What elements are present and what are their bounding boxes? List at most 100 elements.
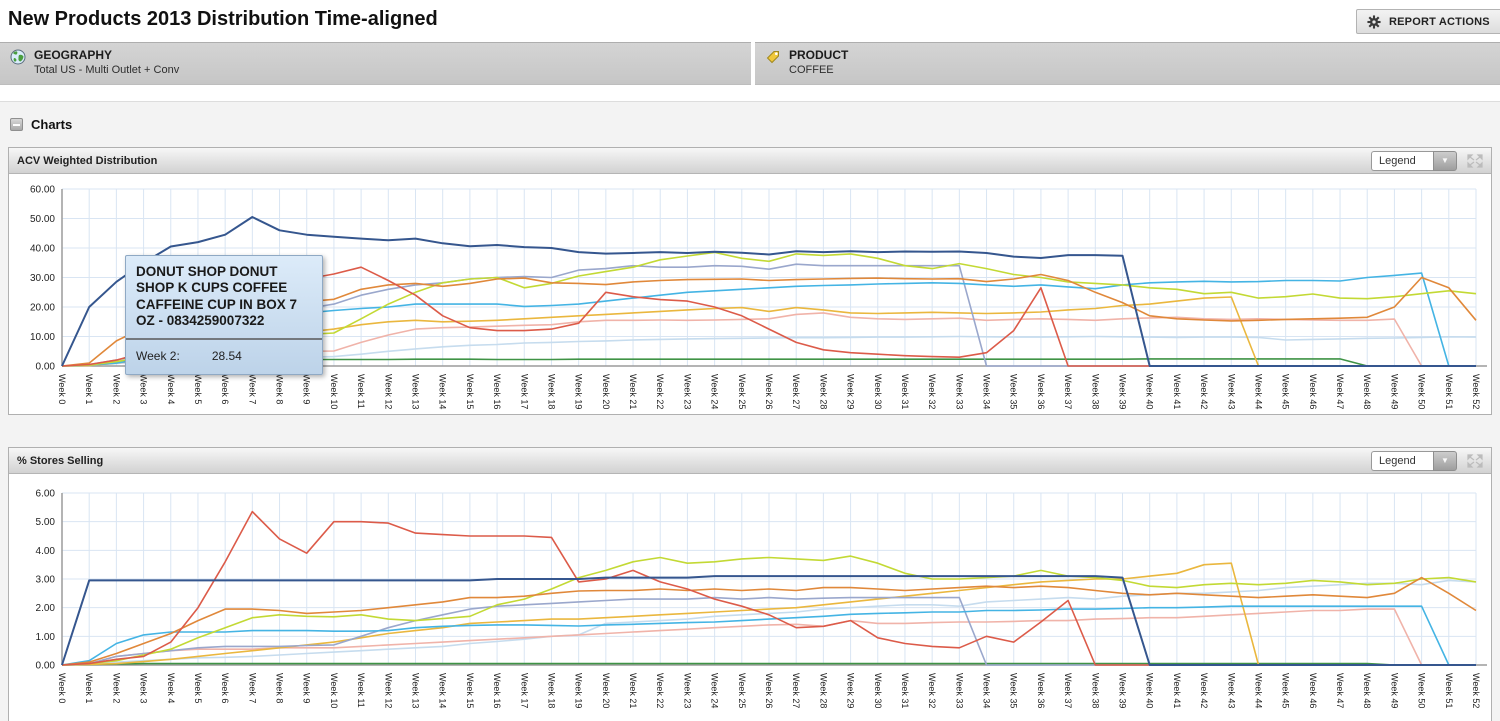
svg-text:Week 14: Week 14 [438, 673, 448, 708]
svg-text:Week 19: Week 19 [574, 374, 584, 409]
svg-text:Week 17: Week 17 [519, 673, 529, 708]
svg-text:Week 44: Week 44 [1253, 673, 1263, 708]
svg-text:Week 43: Week 43 [1226, 673, 1236, 708]
svg-text:Week 35: Week 35 [1009, 673, 1019, 708]
stores-panel-header: % Stores Selling Legend ▼ [9, 448, 1491, 474]
svg-text:Week 17: Week 17 [519, 374, 529, 409]
svg-text:Week 39: Week 39 [1118, 673, 1128, 708]
svg-text:20.00: 20.00 [30, 303, 55, 314]
svg-text:Week 42: Week 42 [1199, 673, 1209, 708]
svg-text:Week 33: Week 33 [954, 374, 964, 409]
legend-dropdown-value[interactable]: Legend [1371, 450, 1433, 471]
chevron-down-icon[interactable]: ▼ [1433, 150, 1457, 171]
svg-text:Week 10: Week 10 [329, 673, 339, 708]
maximize-chart-icon[interactable] [1467, 153, 1483, 168]
stores-chart-area[interactable]: 0.00 1.00 2.00 3.00 4.00 5.00 6.00 Week 0 Week 1… [9, 474, 1491, 721]
svg-text:Week 3: Week 3 [139, 374, 149, 404]
svg-text:Week 22: Week 22 [655, 673, 665, 708]
legend-dropdown-value[interactable]: Legend [1371, 150, 1433, 171]
stores-line-chart: 0.00 1.00 2.00 3.00 4.00 5.00 6.00 Week 0 Week 1… [36, 489, 1487, 708]
svg-text:10.00: 10.00 [30, 332, 55, 343]
page-title: New Products 2013 Distribution Time-alig… [8, 8, 438, 30]
svg-text:Week 4: Week 4 [166, 673, 176, 703]
svg-text:Week 24: Week 24 [710, 374, 720, 409]
svg-text:40.00: 40.00 [30, 244, 55, 255]
acv-panel-title: ACV Weighted Distribution [17, 154, 158, 167]
svg-text:Week 18: Week 18 [546, 673, 556, 708]
maximize-chart-icon[interactable] [1467, 453, 1483, 468]
collapse-section-icon[interactable] [10, 118, 23, 131]
svg-text:Week 13: Week 13 [411, 673, 421, 708]
svg-text:Week 47: Week 47 [1335, 374, 1345, 409]
svg-text:Week 0: Week 0 [57, 374, 67, 404]
svg-text:Week 37: Week 37 [1063, 673, 1073, 708]
svg-text:Week 16: Week 16 [492, 673, 502, 708]
svg-text:5.00: 5.00 [36, 517, 56, 528]
svg-text:Week 8: Week 8 [275, 673, 285, 703]
svg-text:Week 27: Week 27 [791, 673, 801, 708]
svg-text:Week 49: Week 49 [1389, 374, 1399, 409]
report-actions-button[interactable]: REPORT ACTIONS [1356, 9, 1500, 34]
svg-text:Week 51: Week 51 [1444, 673, 1454, 708]
svg-text:Week 28: Week 28 [818, 673, 828, 708]
svg-text:Week 45: Week 45 [1281, 374, 1291, 409]
svg-text:Week 38: Week 38 [1090, 673, 1100, 708]
svg-text:2.00: 2.00 [36, 603, 56, 614]
svg-text:Week 12: Week 12 [383, 374, 393, 409]
filter-bar: GEOGRAPHY Total US - Multi Outlet + Conv… [0, 42, 1500, 85]
svg-text:4.00: 4.00 [36, 546, 56, 557]
svg-text:Week 31: Week 31 [900, 374, 910, 409]
svg-text:Week 51: Week 51 [1444, 374, 1454, 409]
svg-text:3.00: 3.00 [36, 575, 56, 586]
svg-text:Week 27: Week 27 [791, 374, 801, 409]
svg-text:Week 1: Week 1 [84, 673, 94, 703]
svg-text:Week 25: Week 25 [737, 673, 747, 708]
svg-text:Week 44: Week 44 [1253, 374, 1263, 409]
svg-text:Week 18: Week 18 [546, 374, 556, 409]
svg-text:Week 5: Week 5 [193, 673, 203, 703]
chevron-down-icon[interactable]: ▼ [1433, 450, 1457, 471]
svg-text:Week 1: Week 1 [84, 374, 94, 404]
svg-text:Week 40: Week 40 [1145, 374, 1155, 409]
svg-text:Week 10: Week 10 [329, 374, 339, 409]
svg-text:Week 42: Week 42 [1199, 374, 1209, 409]
svg-text:Week 47: Week 47 [1335, 673, 1345, 708]
svg-text:Week 40: Week 40 [1145, 673, 1155, 708]
svg-text:Week 6: Week 6 [220, 374, 230, 404]
svg-text:Week 4: Week 4 [166, 374, 176, 404]
svg-text:Week 2: Week 2 [111, 673, 121, 703]
svg-text:Week 22: Week 22 [655, 374, 665, 409]
charts-section-header: Charts [10, 117, 72, 132]
svg-text:Week 50: Week 50 [1417, 673, 1427, 708]
svg-text:Week 36: Week 36 [1036, 673, 1046, 708]
svg-text:Week 12: Week 12 [383, 673, 393, 708]
svg-text:Week 38: Week 38 [1090, 374, 1100, 409]
svg-text:Week 26: Week 26 [764, 673, 774, 708]
tag-icon [765, 48, 781, 76]
svg-text:Week 41: Week 41 [1172, 374, 1182, 409]
charts-section-title: Charts [31, 117, 73, 132]
svg-text:Week 2: Week 2 [111, 374, 121, 404]
svg-text:Week 34: Week 34 [982, 374, 992, 409]
svg-text:50.00: 50.00 [30, 214, 55, 225]
svg-text:Week 19: Week 19 [574, 673, 584, 708]
acv-panel-header: ACV Weighted Distribution Legend ▼ [9, 148, 1491, 174]
svg-text:Week 24: Week 24 [710, 673, 720, 708]
svg-text:Week 25: Week 25 [737, 374, 747, 409]
legend-dropdown[interactable]: Legend ▼ [1371, 450, 1457, 471]
svg-text:Week 20: Week 20 [601, 374, 611, 409]
svg-text:0.00: 0.00 [36, 661, 56, 672]
tooltip-value: 28.54 [211, 348, 242, 363]
geography-filter-panel: GEOGRAPHY Total US - Multi Outlet + Conv [0, 42, 751, 85]
svg-text:Week 16: Week 16 [492, 374, 502, 409]
svg-text:Week 37: Week 37 [1063, 374, 1073, 409]
svg-text:Week 32: Week 32 [927, 673, 937, 708]
svg-text:Week 14: Week 14 [438, 374, 448, 409]
svg-text:Week 48: Week 48 [1362, 673, 1372, 708]
svg-text:Week 41: Week 41 [1172, 673, 1182, 708]
svg-text:Week 52: Week 52 [1471, 673, 1481, 708]
svg-text:Week 46: Week 46 [1308, 374, 1318, 409]
legend-dropdown[interactable]: Legend ▼ [1371, 150, 1457, 171]
report-actions-label: REPORT ACTIONS [1389, 15, 1490, 28]
svg-text:Week 15: Week 15 [465, 673, 475, 708]
